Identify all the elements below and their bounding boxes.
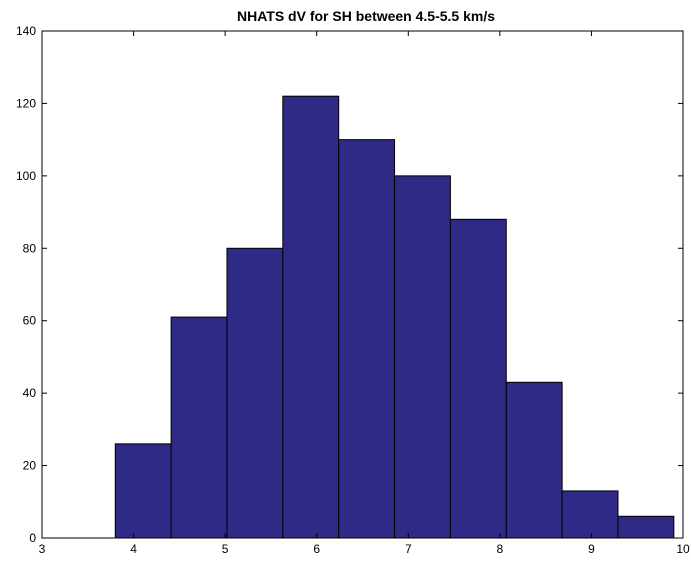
bars-group bbox=[114, 95, 675, 539]
x-tick-label: 4 bbox=[130, 542, 137, 556]
x-tick-label: 8 bbox=[497, 542, 504, 556]
histogram-bar bbox=[617, 515, 675, 539]
y-tick-label: 80 bbox=[23, 241, 37, 255]
histogram-bar bbox=[226, 247, 284, 539]
y-tick-label: 20 bbox=[23, 459, 37, 473]
x-tick-label: 3 bbox=[39, 542, 46, 556]
x-tick-label: 10 bbox=[676, 542, 690, 556]
histogram-bar bbox=[282, 95, 340, 539]
histogram-bar bbox=[114, 443, 172, 539]
histogram-bar bbox=[170, 316, 228, 539]
x-tick-label: 5 bbox=[222, 542, 229, 556]
y-tick-label: 140 bbox=[16, 24, 36, 38]
histogram-bar bbox=[338, 139, 396, 539]
plot-frame bbox=[41, 30, 684, 539]
chart-title: NHATS dV for SH between 4.5-5.5 km/s bbox=[237, 8, 495, 24]
y-tick-label: 40 bbox=[23, 386, 37, 400]
x-tick-label: 6 bbox=[313, 542, 320, 556]
histogram-bar bbox=[394, 175, 451, 539]
y-tick-label: 120 bbox=[16, 96, 36, 110]
histogram-bar bbox=[505, 381, 563, 539]
y-tick-label: 0 bbox=[29, 531, 36, 545]
x-tick-label: 7 bbox=[405, 542, 412, 556]
histogram-bar bbox=[561, 490, 619, 539]
x-tick-label: 9 bbox=[588, 542, 595, 556]
y-tick-label: 60 bbox=[23, 314, 37, 328]
y-tick-label: 100 bbox=[16, 169, 36, 183]
histogram-bar bbox=[449, 218, 507, 539]
